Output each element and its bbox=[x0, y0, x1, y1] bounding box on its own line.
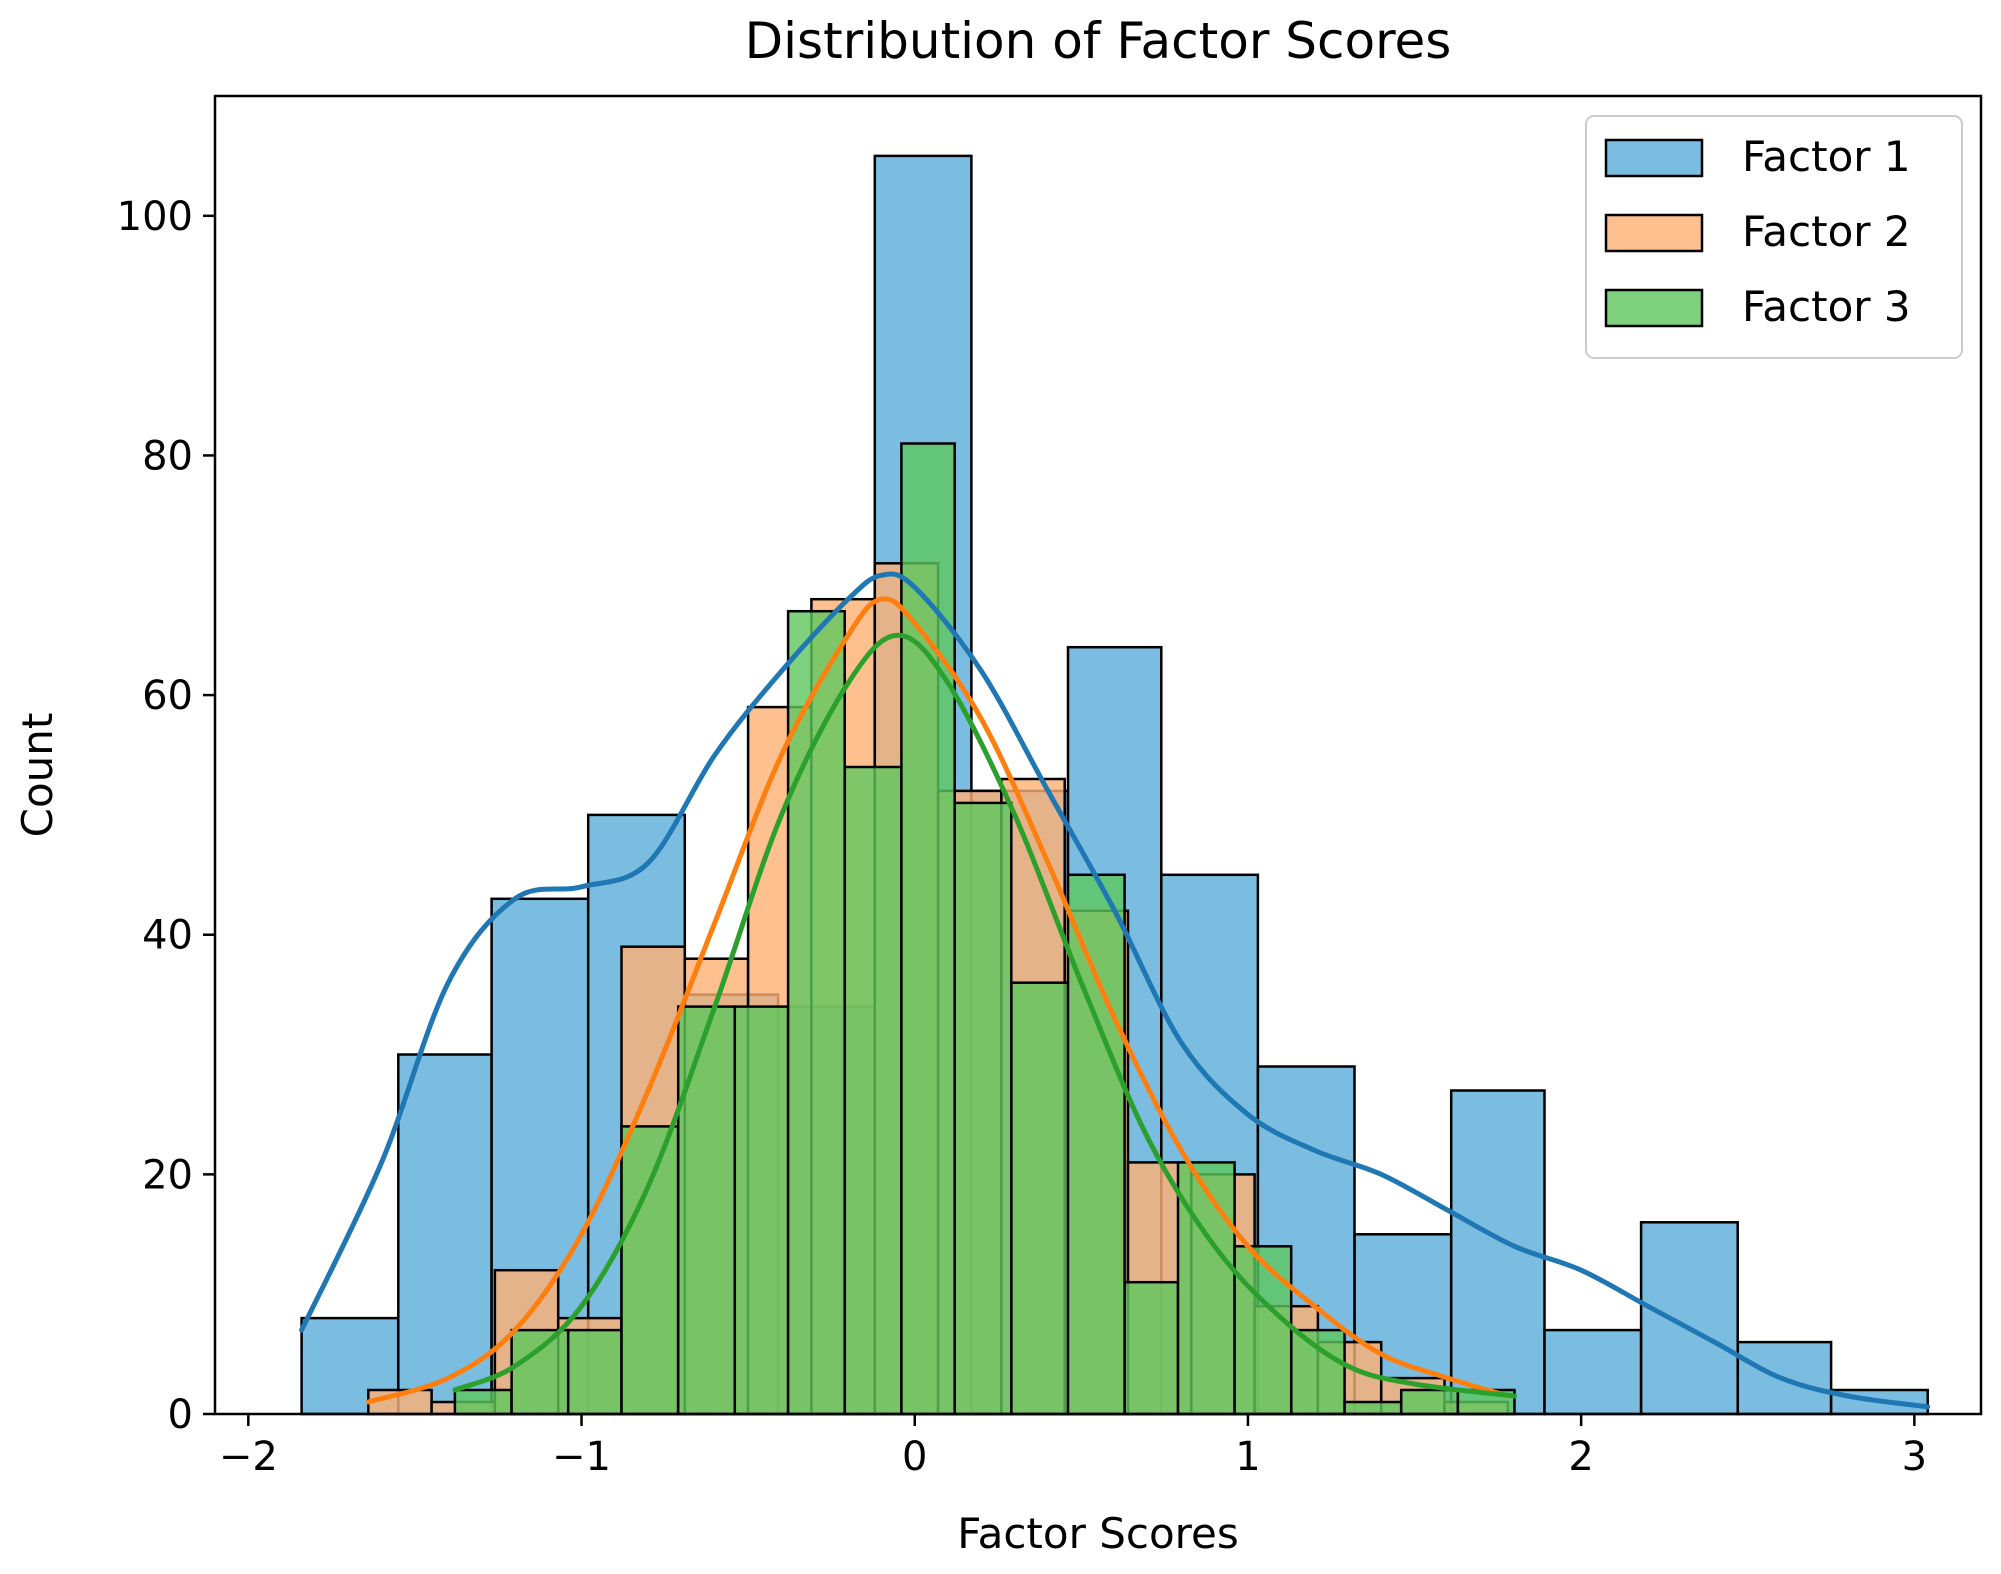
x-axis-label: Factor Scores bbox=[957, 1509, 1238, 1558]
histogram-bar bbox=[733, 1005, 790, 1416]
legend: Factor 1 Factor 2 Factor 3 bbox=[1585, 115, 1963, 359]
histogram-bar bbox=[843, 765, 903, 1416]
ticks-layer: −2 −1 0 1 2 3 0 20 40 60 80 100 bbox=[117, 194, 1927, 1480]
chart-title: Distribution of Factor Scores bbox=[745, 12, 1452, 70]
y-tick-label: 100 bbox=[117, 194, 193, 240]
histogram-bar bbox=[786, 609, 846, 1416]
y-tick-label: 40 bbox=[142, 913, 193, 959]
histogram-bar bbox=[620, 1125, 680, 1416]
y-tick-label: 0 bbox=[168, 1392, 193, 1438]
legend-swatch bbox=[1604, 138, 1704, 178]
legend-label: Factor 3 bbox=[1742, 282, 1911, 331]
kde-layer bbox=[299, 571, 1931, 1410]
histogram-bar bbox=[1290, 1328, 1346, 1416]
histogram-bar bbox=[1399, 1388, 1460, 1416]
histogram-bar bbox=[453, 1388, 513, 1416]
kde-line-series-3 bbox=[452, 632, 1517, 1399]
histogram-bar bbox=[1176, 1161, 1236, 1416]
y-tick-label: 20 bbox=[142, 1152, 193, 1198]
histogram-bar bbox=[1010, 981, 1070, 1416]
histogram-bar bbox=[566, 1328, 623, 1416]
y-tick-label: 80 bbox=[142, 433, 193, 479]
kde-line-series-1 bbox=[299, 571, 1931, 1410]
legend-swatch bbox=[1604, 288, 1704, 328]
y-tick-label: 60 bbox=[142, 673, 193, 719]
histogram-bar bbox=[900, 442, 956, 1416]
series-3-bars bbox=[453, 442, 1516, 1416]
x-tick-label: −2 bbox=[219, 1434, 278, 1480]
histogram-bar bbox=[1123, 1280, 1180, 1416]
histogram-bar bbox=[1343, 1400, 1403, 1416]
x-tick-label: 0 bbox=[902, 1434, 927, 1480]
bars-layer bbox=[300, 154, 1929, 1416]
y-axis-label: Count bbox=[13, 713, 62, 838]
histogram-bar bbox=[676, 1005, 737, 1416]
legend-label: Factor 1 bbox=[1742, 132, 1911, 181]
histogram-bar bbox=[397, 1053, 493, 1416]
legend-swatch bbox=[1604, 213, 1704, 253]
histogram-bar bbox=[1543, 1328, 1643, 1416]
histogram-bar bbox=[300, 1316, 400, 1416]
plot-frame bbox=[213, 94, 1983, 1416]
histogram-bar bbox=[510, 1328, 570, 1416]
kde-line-series-2 bbox=[365, 596, 1511, 1405]
histogram-bar bbox=[1233, 1245, 1293, 1416]
x-tick-label: 2 bbox=[1568, 1434, 1593, 1480]
histogram-bar bbox=[953, 801, 1013, 1416]
x-tick-label: −1 bbox=[552, 1434, 611, 1480]
x-tick-label: 1 bbox=[1235, 1434, 1260, 1480]
legend-label: Factor 2 bbox=[1742, 207, 1911, 256]
histogram-bar bbox=[1066, 873, 1126, 1416]
x-tick-label: 3 bbox=[1902, 1434, 1927, 1480]
histogram-bar bbox=[1639, 1221, 1739, 1416]
